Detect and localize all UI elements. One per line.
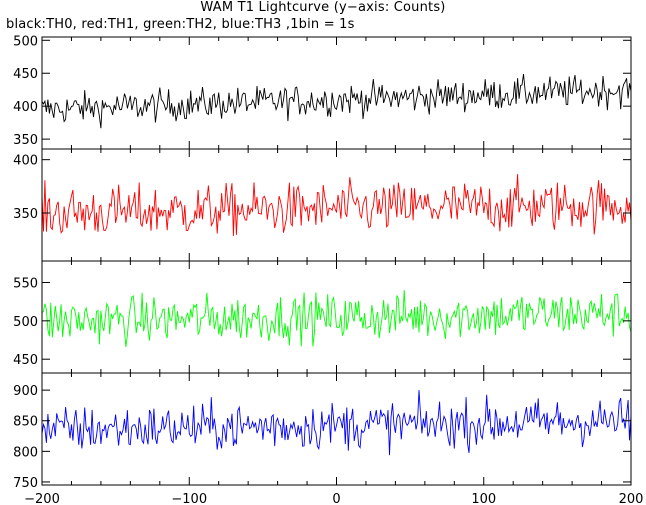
- y-tick-label-TH3: 850: [13, 415, 38, 430]
- series-TH3-line: [41, 390, 632, 456]
- y-tick-label-TH3: 750: [13, 476, 38, 491]
- y-tick-label-TH2: 450: [13, 353, 38, 368]
- x-tick-label: −100: [171, 492, 207, 505]
- y-tick-label-TH1: 350: [13, 207, 38, 222]
- panel-frame-TH3: [41, 372, 632, 486]
- y-tick-label-TH2: 550: [13, 276, 38, 291]
- y-tick-label-TH3: 900: [13, 384, 38, 399]
- panel-frame-TH2: [41, 260, 632, 374]
- chart-subtitle: black:TH0, red:TH1, green:TH2, blue:TH3 …: [6, 17, 355, 32]
- y-tick-label-TH0: 400: [13, 100, 38, 115]
- x-tick-label: 200: [619, 492, 644, 505]
- y-tick-label-TH3: 800: [13, 445, 38, 460]
- x-tick-label: 0: [332, 492, 340, 505]
- x-tick-label: 100: [471, 492, 496, 505]
- y-tick-label-TH2: 500: [13, 315, 38, 330]
- series-TH1-line: [41, 174, 632, 237]
- chart-title: WAM T1 Lightcurve (y−axis: Counts): [200, 0, 446, 15]
- x-tick-label: −200: [24, 492, 60, 505]
- series-TH2-line: [41, 290, 632, 347]
- y-tick-label-TH1: 400: [13, 154, 38, 169]
- y-tick-label-TH0: 450: [13, 67, 38, 82]
- y-tick-label-TH0: 350: [13, 133, 38, 148]
- y-tick-label-TH0: 500: [13, 34, 38, 49]
- series-TH0-line: [41, 73, 632, 129]
